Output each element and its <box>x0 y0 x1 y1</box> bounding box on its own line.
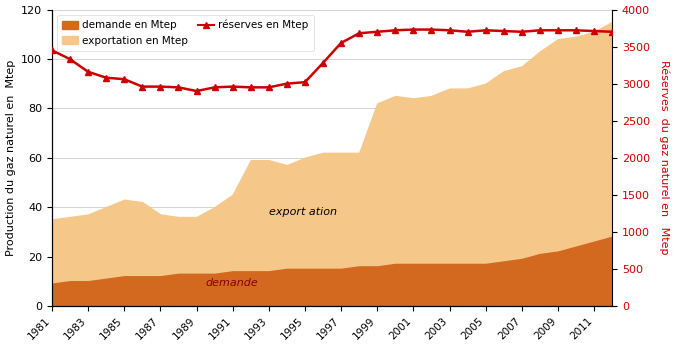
Y-axis label: Production du gaz naturel en  Mtep: Production du gaz naturel en Mtep <box>5 60 16 256</box>
Text: demande: demande <box>206 278 259 288</box>
Y-axis label: Réserves  du gaz naturel en   Mtep: Réserves du gaz naturel en Mtep <box>659 60 670 255</box>
Legend: demande en Mtep, exportation en Mtep, réserves en Mtep: demande en Mtep, exportation en Mtep, ré… <box>57 15 314 51</box>
Text: export ation: export ation <box>269 206 337 217</box>
